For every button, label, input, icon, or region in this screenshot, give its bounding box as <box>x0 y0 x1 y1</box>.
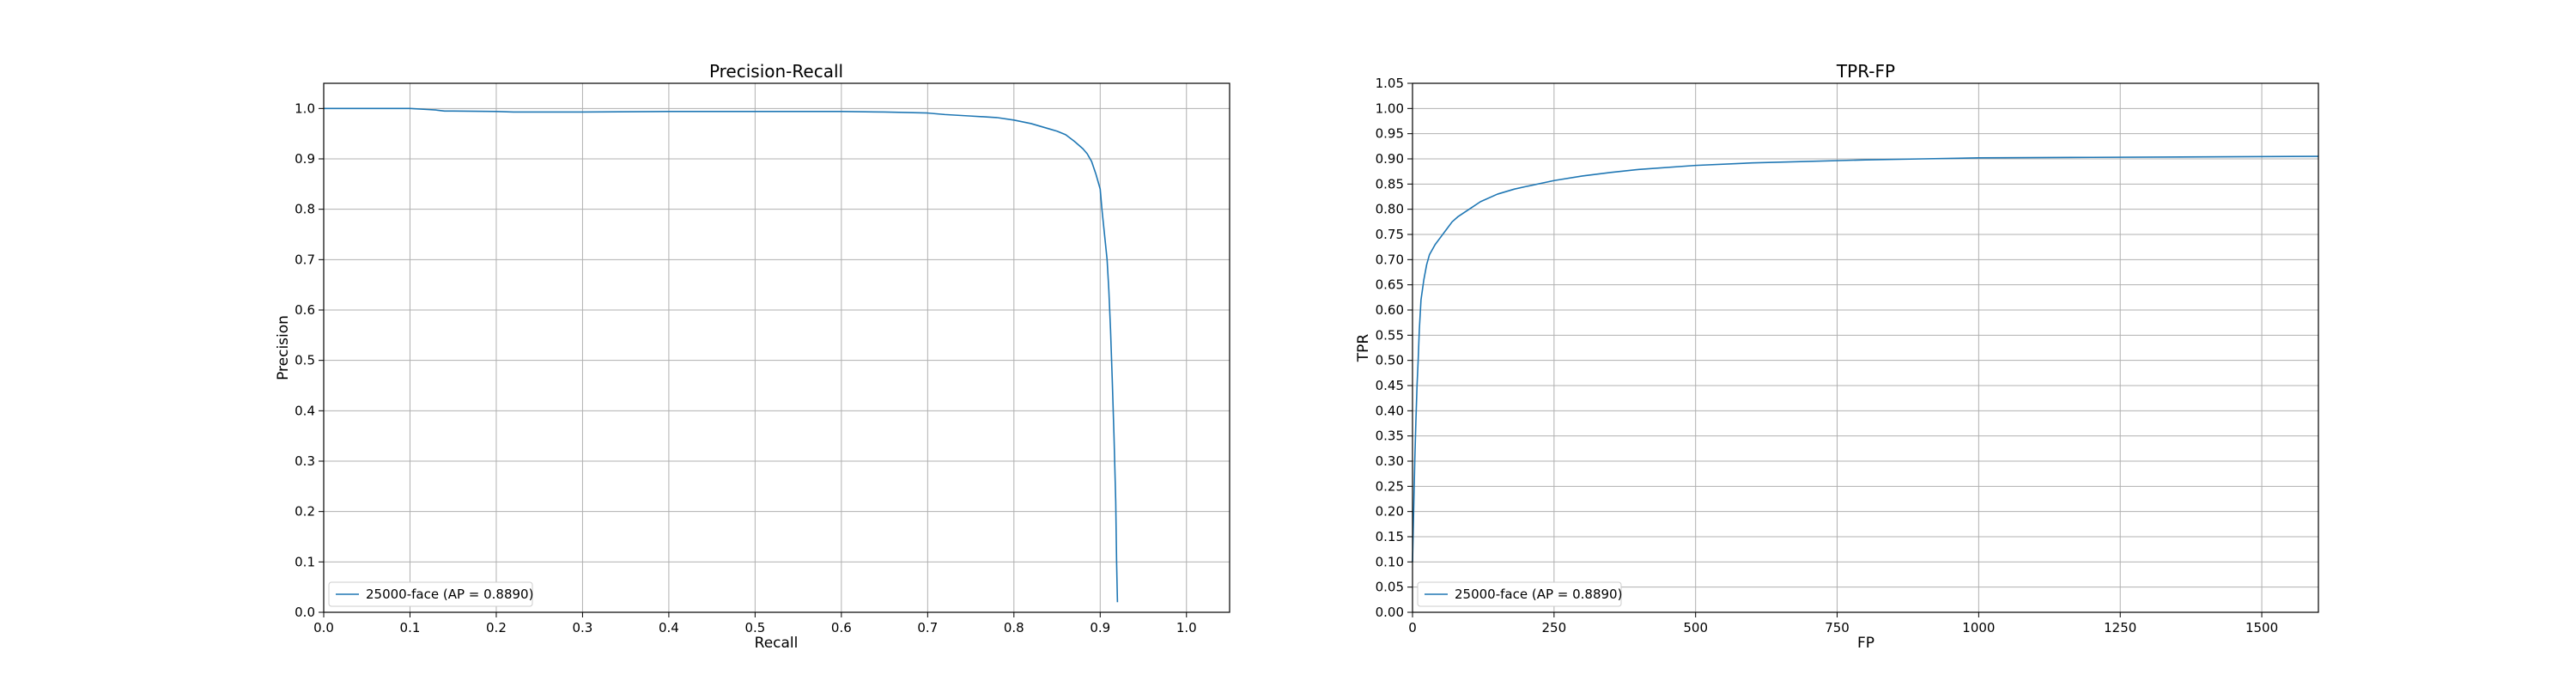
x-tick-label: 250 <box>1542 620 1567 635</box>
y-tick-label: 0.95 <box>1376 126 1404 142</box>
x-tick-label: 0.3 <box>572 620 592 635</box>
chart-title: TPR-FP <box>1836 61 1895 82</box>
x-tick-label: 1250 <box>2104 620 2136 635</box>
x-tick-label: 0.0 <box>313 620 334 635</box>
x-tick-label: 1.0 <box>1176 620 1197 635</box>
x-tick-label: 750 <box>1825 620 1850 635</box>
legend: 25000-face (AP = 0.8890) <box>328 581 533 607</box>
x-axis-ticks: 0 250 500 750 1000 1250 1500 <box>1408 612 2278 635</box>
y-tick-label: 0.15 <box>1376 529 1404 544</box>
plot-frame <box>323 82 1230 613</box>
y-tick-label: 0.9 <box>295 151 315 167</box>
y-tick-label: 0.1 <box>295 554 315 569</box>
y-tick-label: 0.50 <box>1376 353 1404 368</box>
y-tick-label: 1.00 <box>1376 100 1404 116</box>
x-tick-label: 0.9 <box>1090 620 1110 635</box>
y-tick-label: 0.40 <box>1376 403 1404 418</box>
legend-label: 25000-face (AP = 0.8890) <box>1455 587 1622 602</box>
tpr-fp-panel: TPR-FP 0 250 500 750 1000 1250 1500 0.000.050.… <box>1355 61 2319 652</box>
x-axis-label: FP <box>1857 635 1874 652</box>
x-tick-label: 0.2 <box>486 620 507 635</box>
y-tick-label: 0.55 <box>1376 327 1404 343</box>
legend: 25000-face (AP = 0.8890) <box>1417 581 1622 607</box>
series-lines <box>324 107 1119 603</box>
x-tick-label: 0.6 <box>831 620 852 635</box>
y-tick-label: 0.60 <box>1376 302 1404 318</box>
y-tick-label: 0.3 <box>295 453 315 469</box>
y-tick-label: 1.05 <box>1376 76 1404 91</box>
x-tick-label: 0.8 <box>1004 620 1024 635</box>
y-tick-label: 0.70 <box>1376 252 1404 267</box>
y-axis-label: Precision <box>275 315 292 380</box>
x-tick-label: 0 <box>1408 620 1417 635</box>
precision-recall-panel: Precision-Recall 0.0 0.1 0.2 0.3 0.4 0.5 0.6 0.… <box>275 61 1230 652</box>
x-tick-label: 0.5 <box>744 620 765 635</box>
plot-frame <box>1412 82 2319 613</box>
x-tick-label: 0.4 <box>659 620 679 635</box>
y-axis-ticks: 0.0 0.1 0.2 0.3 0.4 0.5 0.6 0.7 0.8 0.9 1.0 <box>295 100 324 620</box>
y-tick-label: 0.05 <box>1376 580 1404 595</box>
y-tick-label: 0.80 <box>1376 202 1404 217</box>
x-tick-label: 0.7 <box>917 620 938 635</box>
y-tick-label: 0.0 <box>295 605 315 620</box>
y-tick-label: 0.45 <box>1376 378 1404 393</box>
y-tick-label: 0.10 <box>1376 554 1404 569</box>
y-tick-label: 0.75 <box>1376 227 1404 242</box>
series-lines <box>1412 155 2319 562</box>
y-tick-label: 1.0 <box>295 100 315 116</box>
y-tick-label: 0.30 <box>1376 453 1404 469</box>
x-tick-label: 1000 <box>1962 620 1995 635</box>
y-tick-label: 0.90 <box>1376 151 1404 167</box>
y-tick-label: 0.2 <box>295 504 315 520</box>
y-tick-label: 0.7 <box>295 252 315 267</box>
series-line <box>1412 155 2319 562</box>
x-tick-label: 500 <box>1683 620 1708 635</box>
y-tick-label: 0.20 <box>1376 504 1404 520</box>
y-tick-label: 0.85 <box>1376 176 1404 192</box>
y-axis-label: TPR <box>1355 334 1372 363</box>
y-tick-label: 0.35 <box>1376 429 1404 444</box>
y-tick-label: 0.00 <box>1376 605 1404 620</box>
x-axis-ticks: 0.0 0.1 0.2 0.3 0.4 0.5 0.6 0.7 0.8 0.9 1.0 <box>313 612 1197 635</box>
y-tick-label: 0.4 <box>295 403 315 418</box>
x-tick-label: 1500 <box>2245 620 2278 635</box>
y-axis-ticks: 0.00 0.05 0.10 0.15 0.20 0.25 0.30 0.35 0.40 0.45… <box>1376 76 1413 620</box>
legend-box <box>1417 581 1622 607</box>
y-tick-label: 0.65 <box>1376 277 1404 293</box>
y-tick-label: 0.6 <box>295 302 315 318</box>
legend-label: 25000-face (AP = 0.8890) <box>366 587 533 602</box>
y-tick-label: 0.5 <box>295 353 315 368</box>
series-line <box>324 107 1119 603</box>
x-axis-label: Recall <box>755 635 799 652</box>
y-tick-label: 0.25 <box>1376 478 1404 494</box>
legend-box <box>328 581 533 607</box>
y-tick-label: 0.8 <box>295 202 315 217</box>
x-tick-label: 0.1 <box>400 620 421 635</box>
chart-title: Precision-Recall <box>709 61 843 82</box>
